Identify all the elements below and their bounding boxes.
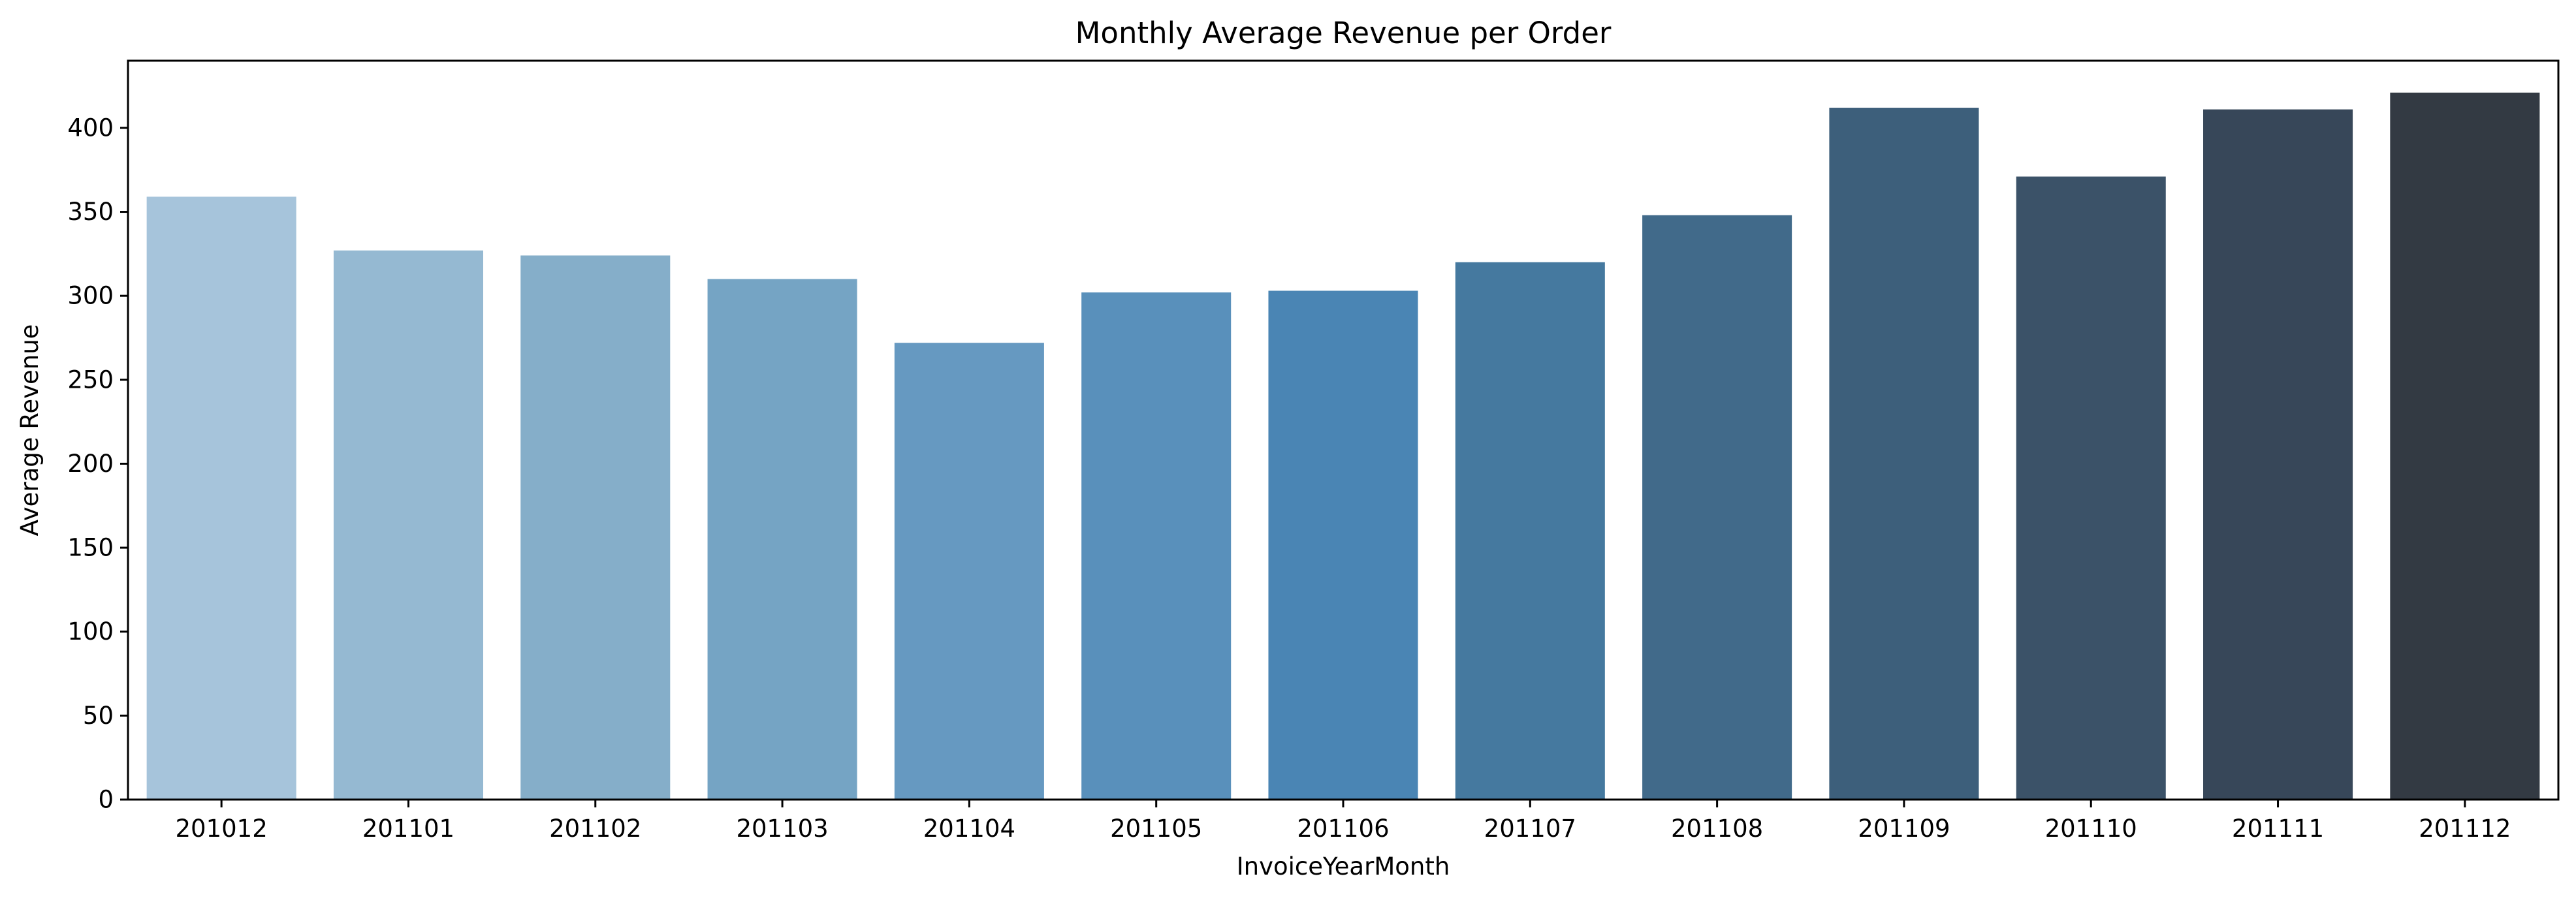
y-tick-label: 200 — [67, 450, 114, 478]
y-tick-label: 300 — [67, 282, 114, 310]
bar-201103 — [707, 279, 857, 800]
y-tick-label: 100 — [67, 617, 114, 646]
y-tick-label: 150 — [67, 534, 114, 562]
plot-frame — [127, 59, 2560, 801]
x-tick-label: 201104 — [923, 815, 1015, 843]
bars-layer — [146, 92, 2540, 800]
x-tick-label: 201109 — [1858, 815, 1950, 843]
chart-title: Monthly Average Revenue per Order — [1075, 16, 1612, 50]
x-tick-label: 201106 — [1297, 815, 1389, 843]
x-tick-label: 201102 — [549, 815, 641, 843]
x-tick-label: 201111 — [2232, 815, 2324, 843]
bar-201104 — [894, 343, 1044, 800]
y-tick-label: 0 — [98, 786, 114, 814]
bar-201107 — [1455, 262, 1605, 800]
y-axis-label: Average Revenue — [16, 324, 44, 537]
bar-201105 — [1081, 292, 1232, 800]
x-tick-label: 201012 — [176, 815, 268, 843]
y-tick-label: 400 — [67, 114, 114, 142]
bar-201012 — [146, 196, 296, 800]
x-axis: 201012 201101 201102 201103 201104 201105 2011… — [176, 800, 2511, 843]
y-tick-label: 350 — [67, 198, 114, 226]
x-tick-label: 201103 — [736, 815, 828, 843]
bar-201106 — [1268, 290, 1418, 800]
y-tick-label: 250 — [67, 366, 114, 394]
bar-201101 — [333, 250, 483, 800]
bar-201102 — [520, 255, 671, 800]
y-axis: 0 50 100 150 200 250 300 350 400 — [67, 114, 128, 814]
bar-201108 — [1642, 215, 1792, 800]
x-tick-label: 201101 — [362, 815, 454, 843]
bar-201110 — [2016, 176, 2166, 800]
y-tick-label: 50 — [83, 702, 114, 730]
bar-201111 — [2203, 109, 2353, 800]
x-tick-label: 201108 — [1671, 815, 1763, 843]
x-tick-label: 201107 — [1484, 815, 1576, 843]
bar-201109 — [1829, 108, 1979, 800]
x-tick-label: 201112 — [2419, 815, 2511, 843]
x-axis-label: InvoiceYearMonth — [1237, 852, 1450, 881]
x-tick-label: 201110 — [2045, 815, 2137, 843]
x-tick-label: 201105 — [1110, 815, 1202, 843]
bar-201112 — [2390, 92, 2540, 800]
